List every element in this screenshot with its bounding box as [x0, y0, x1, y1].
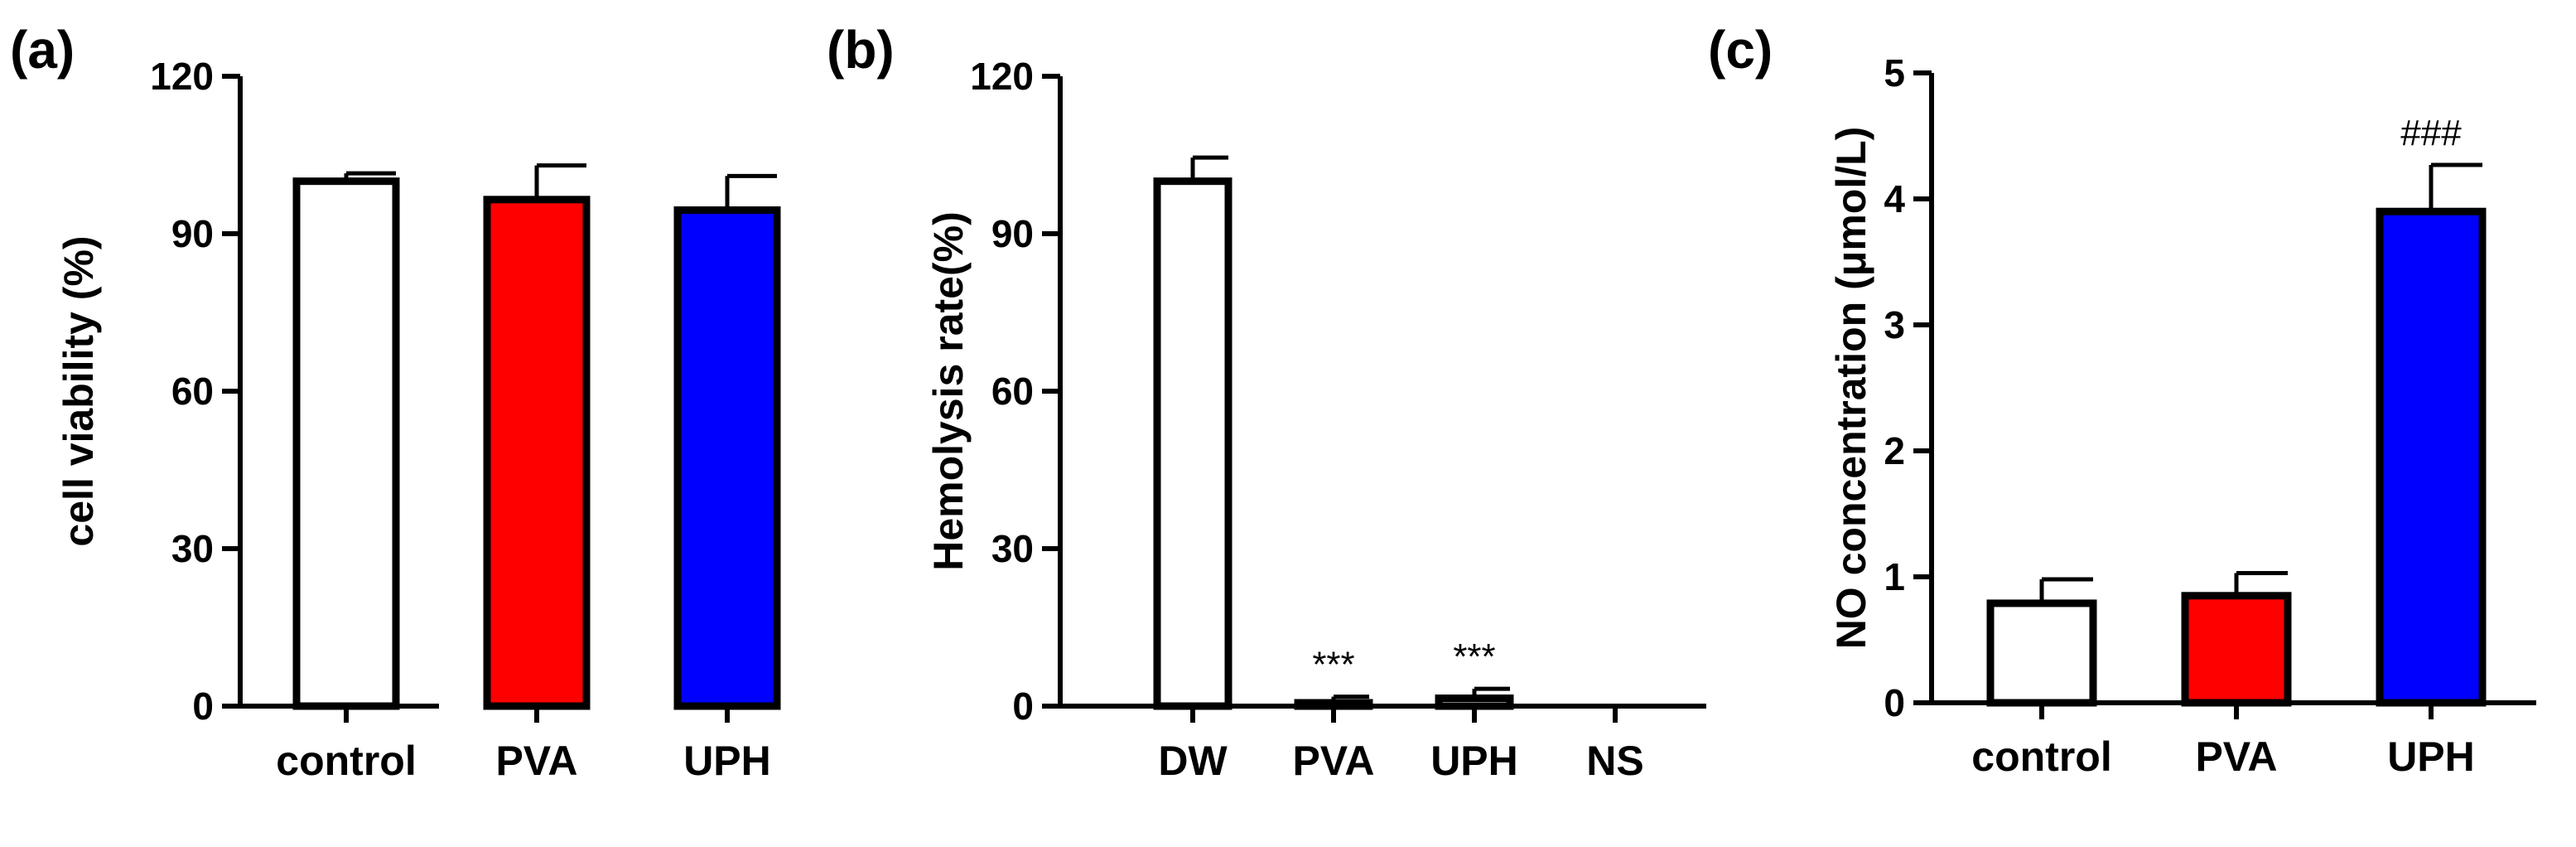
y-tick-label: 120	[150, 55, 214, 98]
x-tick-label: PVA	[1292, 738, 1374, 784]
bar-control	[1986, 599, 2097, 707]
bar-dw	[1153, 177, 1233, 710]
y-tick-label: 90	[991, 212, 1034, 255]
chart-panel-3: (c) 0 1 2 3 4 5NO concentration (μmol/L) contro…	[1708, 20, 2536, 780]
bar-uph	[1435, 695, 1514, 710]
y-tick-label: 60	[171, 370, 214, 413]
significance-annotation: ***	[1312, 645, 1354, 685]
panel-label: (b)	[827, 20, 895, 80]
x-tick-label: PVA	[495, 738, 577, 784]
bar-pva	[1294, 699, 1373, 710]
chart-panel-2: (b) 0 30 60 90 120 Hemolysis rate(%) DW PVA *** UP…	[827, 20, 1706, 784]
significance-annotation: ###	[2400, 113, 2462, 153]
significance-annotation: ***	[1453, 636, 1495, 677]
bar-uph	[673, 206, 781, 710]
y-tick-label: 0	[192, 685, 214, 728]
bar-control	[292, 177, 400, 710]
y-axis-title: Hemolysis rate(%)	[925, 211, 972, 571]
bar-pva	[2181, 592, 2292, 707]
chart-panel-1: (a) 0 30 60 90 120 cell viability (%) control PV…	[10, 20, 781, 784]
bar-uph	[2376, 207, 2487, 707]
y-tick-label: 5	[1884, 51, 1905, 94]
x-tick-label: UPH	[1430, 738, 1518, 784]
y-tick-label: 120	[970, 55, 1034, 98]
y-tick-label: 1	[1884, 555, 1905, 598]
x-tick-label: UPH	[683, 738, 771, 784]
y-tick-label: 30	[991, 527, 1034, 570]
y-tick-label: 3	[1884, 303, 1905, 346]
y-tick-label: 0	[1012, 685, 1034, 728]
x-tick-label: DW	[1158, 738, 1228, 784]
x-tick-label: control	[1971, 733, 2111, 780]
panel-label: (a)	[10, 20, 75, 80]
y-tick-label: 60	[991, 370, 1034, 413]
panel-label: (c)	[1708, 20, 1773, 80]
x-tick-label: UPH	[2387, 733, 2475, 780]
y-axis-title: NO concentration (μmol/L)	[1828, 127, 1874, 650]
bar-pva	[483, 196, 591, 710]
y-tick-label: 4	[1884, 177, 1905, 220]
x-tick-label: PVA	[2195, 733, 2277, 780]
y-tick-label: 90	[171, 212, 214, 255]
x-tick-label: NS	[1586, 738, 1643, 784]
y-axis-title: cell viability (%)	[55, 235, 102, 546]
y-tick-label: 30	[171, 527, 214, 570]
x-tick-label: control	[276, 738, 416, 784]
y-tick-label: 0	[1884, 681, 1905, 724]
y-tick-label: 2	[1884, 429, 1905, 472]
